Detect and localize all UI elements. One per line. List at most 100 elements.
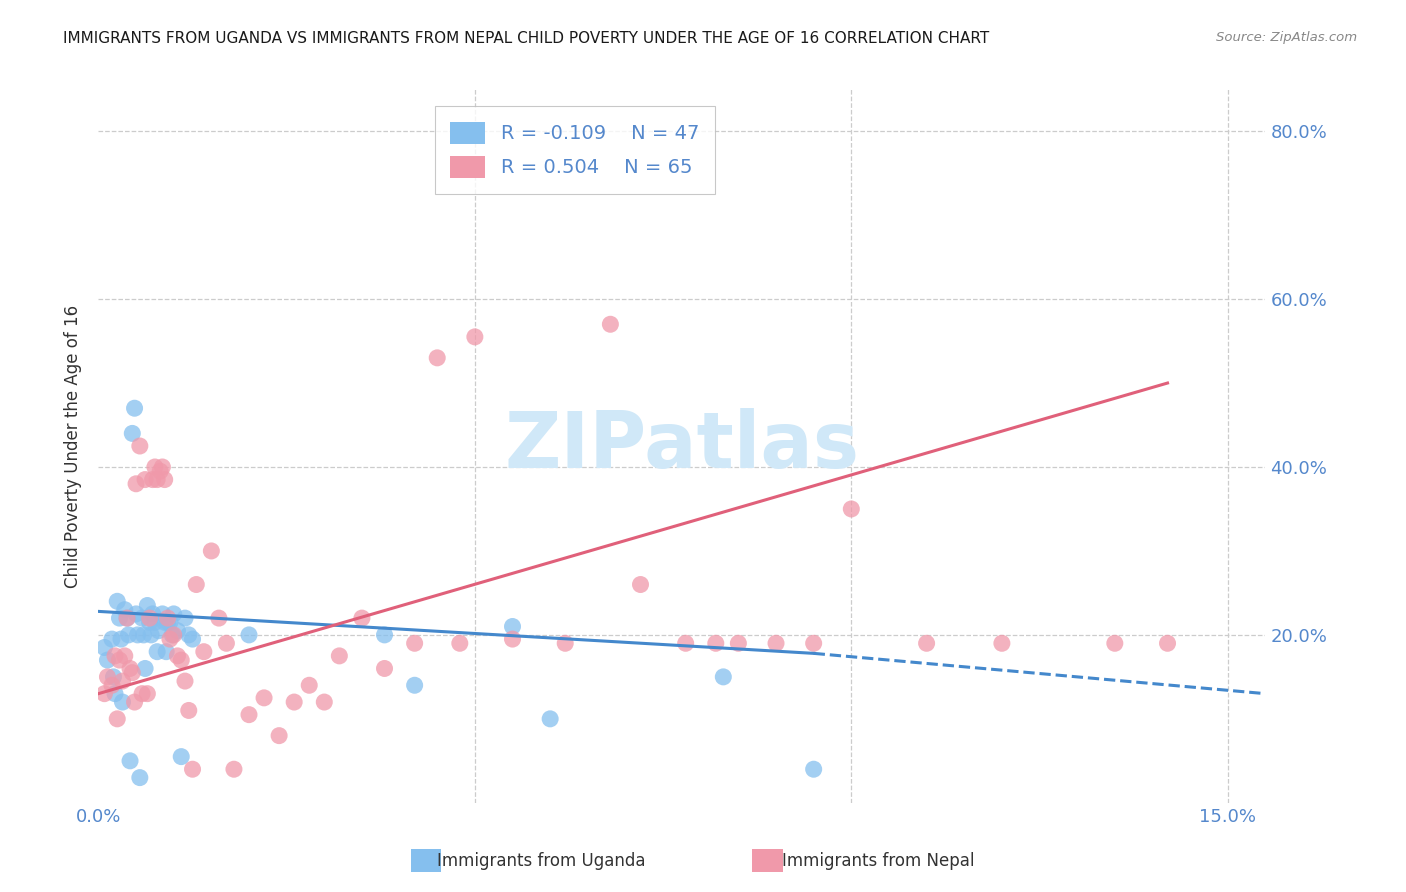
Point [599, 318, 621, 332]
Point [96, 670, 118, 684]
Point [502, 619, 524, 633]
Point [159, 632, 181, 646]
Point [174, 611, 197, 625]
Point [174, 674, 197, 689]
Point [155, 645, 177, 659]
Point [160, 628, 183, 642]
Point [373, 661, 395, 675]
Point [114, 603, 136, 617]
Point [1156, 636, 1178, 650]
Point [186, 577, 208, 591]
Point [101, 632, 124, 646]
Point [166, 624, 188, 638]
Point [111, 695, 134, 709]
Point [132, 628, 155, 642]
Point [134, 473, 156, 487]
Point [711, 670, 734, 684]
Text: Immigrants from Uganda: Immigrants from Uganda [437, 852, 645, 870]
Point [131, 611, 153, 625]
Point [222, 762, 245, 776]
Point [104, 648, 127, 663]
Point [125, 607, 148, 621]
Point [269, 729, 291, 743]
Point [143, 460, 166, 475]
Point [131, 687, 153, 701]
Point [502, 632, 524, 646]
Point [114, 648, 136, 663]
Point [136, 687, 159, 701]
Point [193, 645, 215, 659]
Point [177, 628, 200, 642]
Point [159, 615, 181, 630]
Point [125, 476, 148, 491]
Point [93, 640, 115, 655]
Point [426, 351, 449, 365]
Point [117, 628, 139, 642]
Point [803, 762, 825, 776]
Point [404, 678, 426, 692]
Point [170, 749, 193, 764]
Point [138, 611, 160, 625]
Point [142, 607, 165, 621]
Point [554, 636, 576, 650]
Point [156, 615, 179, 630]
Point [675, 636, 697, 650]
Point [803, 636, 825, 650]
Point [138, 615, 160, 630]
Point [839, 502, 862, 516]
Point [101, 678, 124, 692]
Point [115, 611, 138, 625]
Point [105, 712, 128, 726]
Point [163, 628, 186, 642]
Point [118, 661, 141, 675]
Text: Immigrants from Nepal: Immigrants from Nepal [783, 852, 974, 870]
Point [108, 611, 131, 625]
Point [110, 632, 132, 646]
Point [134, 661, 156, 675]
Point [704, 636, 727, 650]
Point [103, 670, 125, 684]
Point [163, 607, 186, 621]
Point [118, 754, 141, 768]
Point [238, 707, 260, 722]
Point [136, 599, 159, 613]
Point [146, 473, 169, 487]
Point [727, 636, 749, 650]
Point [765, 636, 787, 650]
Point [152, 607, 174, 621]
Point [128, 439, 150, 453]
Point [124, 695, 146, 709]
Point [238, 628, 260, 642]
Point [464, 330, 486, 344]
Y-axis label: Child Poverty Under the Age of 16: Child Poverty Under the Age of 16 [65, 304, 83, 588]
Point [149, 464, 172, 478]
Point [200, 544, 222, 558]
Point [153, 473, 176, 487]
Point [111, 674, 134, 689]
Point [146, 645, 169, 659]
Point [108, 653, 131, 667]
Point [1104, 636, 1126, 650]
Point [104, 687, 127, 701]
Legend: R = -0.109    N = 47, R = 0.504    N = 65: R = -0.109 N = 47, R = 0.504 N = 65 [434, 106, 714, 194]
Point [115, 611, 138, 625]
Point [630, 577, 652, 591]
Point [152, 460, 174, 475]
Point [156, 611, 179, 625]
Point [148, 624, 170, 638]
Point [121, 426, 143, 441]
Point [139, 628, 162, 642]
Text: ZIPatlas: ZIPatlas [505, 408, 859, 484]
Point [404, 636, 426, 650]
Point [328, 648, 350, 663]
Text: Source: ZipAtlas.com: Source: ZipAtlas.com [1216, 31, 1357, 45]
Point [177, 703, 200, 717]
Point [166, 648, 188, 663]
Point [991, 636, 1014, 650]
Point [314, 695, 336, 709]
Point [915, 636, 938, 650]
Point [96, 653, 118, 667]
Point [143, 615, 166, 630]
Point [208, 611, 231, 625]
Point [124, 401, 146, 416]
